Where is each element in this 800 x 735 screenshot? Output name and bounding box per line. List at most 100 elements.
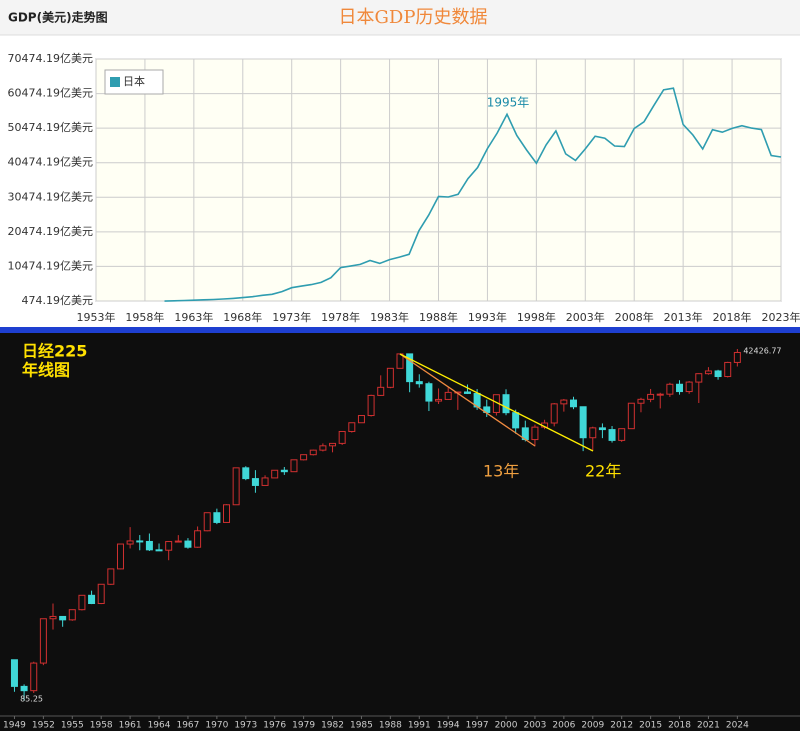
x-tick-label: 1949: [3, 721, 26, 731]
candle-body: [358, 416, 364, 423]
x-tick-label: 2023年: [762, 310, 800, 324]
candle-body: [156, 550, 162, 551]
y-tick-label: 474.19亿美元: [22, 294, 94, 307]
candle-body: [339, 431, 345, 443]
candle-body: [590, 428, 596, 438]
candle-body: [551, 404, 557, 423]
x-tick-label: 1973: [234, 721, 257, 731]
x-tick-label: 1979: [292, 721, 315, 731]
x-tick-label: 1955: [61, 721, 84, 731]
x-tick-label: 2003: [523, 721, 546, 731]
x-tick-label: 1976: [263, 721, 286, 731]
candle-body: [628, 403, 634, 428]
x-tick-label: 1961: [119, 721, 142, 731]
candle-body: [657, 394, 663, 395]
header-label: GDP(美元)走势图: [8, 10, 108, 25]
x-tick-label: 1964: [148, 721, 171, 731]
candle-body: [281, 470, 287, 471]
x-tick-label: 2003年: [566, 310, 605, 324]
x-tick-label: 2024: [726, 721, 749, 731]
x-tick-label: 2008年: [615, 310, 654, 324]
y-tick-label: 40474.19亿美元: [8, 156, 94, 169]
annotation: 1995年: [487, 96, 530, 110]
candle-body: [330, 443, 336, 445]
x-tick-label: 2015: [639, 721, 662, 731]
x-tick-label: 1998年: [517, 310, 556, 324]
candle-body: [31, 663, 37, 691]
x-tick-label: 2018年: [713, 310, 752, 324]
candle-body: [272, 470, 278, 478]
candle-body: [638, 399, 644, 403]
candle-body: [513, 413, 519, 428]
candle-body: [214, 513, 220, 523]
y-tick-label: 20474.19亿美元: [8, 225, 94, 238]
x-tick-label: 2012: [610, 721, 633, 731]
max-label: 42426.77: [743, 346, 781, 355]
x-tick-label: 2000: [495, 721, 518, 731]
candle-body: [368, 395, 374, 415]
x-tick-label: 1968年: [223, 310, 262, 324]
x-tick-label: 1952: [32, 721, 55, 731]
x-tick-label: 1963年: [174, 310, 213, 324]
candle-body: [580, 407, 586, 438]
x-tick-label: 1953年: [77, 310, 116, 324]
x-tick-label: 1997: [466, 721, 489, 731]
candle-body: [60, 616, 66, 619]
candle-body: [89, 595, 95, 603]
candle-body: [108, 569, 114, 584]
x-tick-label: 1982: [321, 721, 344, 731]
candle-body: [137, 541, 143, 542]
candle-body: [609, 430, 615, 441]
y-tick-label: 70474.19亿美元: [8, 52, 94, 65]
candle-body: [599, 428, 605, 430]
x-tick-label: 2009: [581, 721, 604, 731]
x-tick-label: 1973年: [272, 310, 311, 324]
x-tick-label: 1988: [379, 721, 402, 731]
min-label: 85.25: [20, 694, 43, 703]
annotation: 13年: [483, 462, 519, 481]
candle-body: [648, 394, 654, 399]
candle-body: [310, 450, 316, 455]
candle-body: [98, 584, 104, 603]
candle-body: [715, 371, 721, 377]
candle-body: [696, 374, 702, 382]
x-tick-label: 2006: [552, 721, 575, 731]
x-tick-label: 1985: [350, 721, 373, 731]
candle-title: 日经225: [22, 342, 87, 361]
candle-body: [262, 478, 268, 486]
candle-body: [725, 362, 731, 376]
candle-body: [166, 542, 172, 551]
candle-subtitle: 年线图: [22, 361, 70, 380]
candle-body: [127, 541, 133, 544]
candle-body: [233, 468, 239, 505]
candle-body: [204, 513, 210, 531]
x-tick-label: 1983年: [370, 310, 409, 324]
candle-body: [426, 384, 432, 401]
candle-body: [11, 660, 17, 687]
x-tick-label: 1978年: [321, 310, 360, 324]
candle-body: [40, 619, 46, 663]
candle-body: [195, 531, 201, 547]
candle-body: [243, 468, 249, 479]
candle-body: [117, 544, 123, 569]
y-tick-label: 10474.19亿美元: [8, 259, 94, 272]
candle-body: [21, 686, 27, 690]
candle-body: [50, 616, 56, 618]
candle-body: [532, 427, 538, 439]
x-tick-label: 2021: [697, 721, 720, 731]
candle-body: [320, 446, 326, 450]
candle-body: [561, 400, 567, 404]
x-tick-label: 1970: [205, 721, 228, 731]
candle-body: [146, 541, 152, 549]
legend-swatch: [110, 77, 120, 87]
candle-body: [667, 384, 673, 394]
x-tick-label: 2018: [668, 721, 691, 731]
candle-body: [677, 384, 683, 391]
x-tick-label: 1988年: [419, 310, 458, 324]
candle-body: [619, 429, 625, 441]
x-tick-label: 1993年: [468, 310, 507, 324]
candle-body: [705, 371, 711, 374]
candle-body: [503, 395, 509, 413]
x-tick-label: 1994: [437, 721, 460, 731]
candle-body: [464, 392, 470, 393]
